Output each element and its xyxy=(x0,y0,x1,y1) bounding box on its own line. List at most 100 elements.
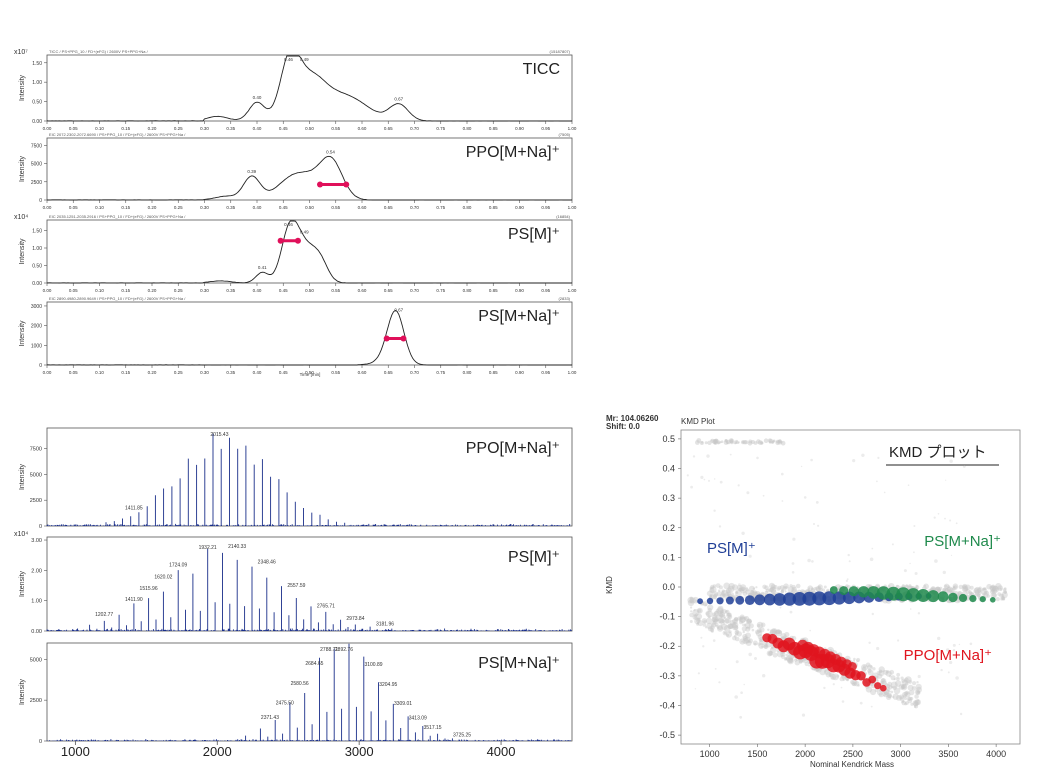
background-point xyxy=(846,578,849,580)
background-point xyxy=(997,585,1003,591)
background-point xyxy=(936,652,940,655)
background-point xyxy=(887,585,891,588)
background-point xyxy=(983,587,987,591)
background-point xyxy=(934,587,938,591)
background-point xyxy=(716,607,724,614)
background-point xyxy=(723,616,727,620)
background-point xyxy=(876,671,881,675)
background-point xyxy=(706,454,710,458)
spectrum-peak-label: 2788.71 xyxy=(320,647,338,653)
chromatogram-x-tick-label: 0.10 xyxy=(95,126,104,131)
background-point xyxy=(989,585,994,591)
background-point xyxy=(810,588,816,593)
background-point xyxy=(734,636,740,642)
background-point xyxy=(957,591,962,595)
background-point xyxy=(830,674,837,680)
spectrum-panel-0: PPO[M+Na]⁺ Intensity 0 2500 5000 7500 1411.85 2… xyxy=(19,427,573,530)
background-point xyxy=(952,643,956,647)
chromatogram-x-tick-label: 0.80 xyxy=(463,205,472,210)
background-point xyxy=(1003,590,1007,594)
background-point xyxy=(952,583,959,589)
chromatogram-y-label: Intensity xyxy=(19,155,26,182)
background-point xyxy=(765,588,770,593)
fwhm-marker-start xyxy=(317,181,323,188)
background-point xyxy=(880,681,884,685)
background-point xyxy=(882,694,885,697)
kmd-x-axis-label: Nominal Kendrick Mass xyxy=(810,760,894,769)
background-point xyxy=(908,696,913,701)
background-point xyxy=(707,604,714,611)
background-point xyxy=(779,585,785,591)
background-point xyxy=(958,643,961,646)
background-point xyxy=(902,686,905,689)
background-point xyxy=(763,644,768,649)
background-point xyxy=(913,705,917,708)
background-point xyxy=(937,588,941,592)
background-point xyxy=(904,702,908,706)
chromatogram-scale: x10⁷ xyxy=(14,49,28,56)
background-point xyxy=(775,629,781,634)
background-point xyxy=(694,688,697,690)
background-point xyxy=(886,687,891,691)
background-point xyxy=(861,664,868,671)
background-point xyxy=(901,684,906,689)
background-point xyxy=(719,611,725,618)
background-point xyxy=(897,639,900,642)
background-point xyxy=(719,613,724,618)
background-point xyxy=(707,626,714,632)
background-point xyxy=(767,628,770,631)
chromatogram-x-tick-label: 0.00 xyxy=(43,126,52,131)
background-point xyxy=(947,671,950,674)
background-point xyxy=(901,700,904,704)
kmd-y-tick-label: 0.3 xyxy=(662,493,675,503)
background-point xyxy=(861,667,867,673)
background-point xyxy=(831,676,834,680)
spectrum-peak-label: 2475.50 xyxy=(276,700,294,706)
chromatogram-trace xyxy=(46,220,572,284)
background-point xyxy=(780,440,786,446)
chromatogram-x-tick-label: 0.80 xyxy=(463,126,472,131)
background-point xyxy=(913,525,916,527)
background-point xyxy=(739,614,745,620)
background-point xyxy=(904,697,908,700)
spectrum-peak-label: 3517.15 xyxy=(424,725,442,731)
background-point xyxy=(846,678,849,682)
background-point xyxy=(713,439,719,445)
chromatogram-x-tick-label: 0.95 xyxy=(541,288,550,293)
background-point xyxy=(1001,596,1006,601)
kmd-y-tick-label: -0.3 xyxy=(659,671,675,681)
spectrum-peak-label: 3100.89 xyxy=(364,662,382,668)
chromatogram-x-tick-label: 0.00 xyxy=(43,370,52,375)
background-point xyxy=(977,596,981,599)
chromatogram-x-axis-label: Time [min] xyxy=(300,372,321,377)
background-point xyxy=(713,593,718,597)
background-point xyxy=(817,524,820,527)
background-point xyxy=(874,688,878,693)
background-point xyxy=(727,612,732,617)
background-point xyxy=(949,660,953,665)
background-point xyxy=(751,590,755,594)
background-point xyxy=(744,440,749,445)
spectrum-peaks xyxy=(46,548,572,631)
background-point xyxy=(775,629,783,637)
background-point xyxy=(878,666,885,673)
background-point xyxy=(799,659,803,664)
background-point xyxy=(775,440,780,446)
background-point xyxy=(717,617,724,624)
chromatogram-x-tick-label: 0.25 xyxy=(174,288,183,293)
background-point xyxy=(902,685,905,688)
background-point xyxy=(791,586,797,593)
background-point xyxy=(902,691,908,698)
chromatogram-x-tick-label: 0.40 xyxy=(253,205,262,210)
chromatogram-x-tick-label: 0.45 xyxy=(279,370,288,375)
chromatogram-x-tick-label: 0.95 xyxy=(541,126,550,131)
kmd-legend-title: KMD プロット xyxy=(889,444,987,461)
kmd-point xyxy=(744,595,755,605)
background-point xyxy=(692,609,700,616)
background-point xyxy=(731,584,739,591)
chromatogram-x-tick-label: 0.00 xyxy=(43,205,52,210)
kmd-point xyxy=(880,684,887,692)
background-point xyxy=(949,459,953,463)
background-point xyxy=(717,624,723,631)
background-point xyxy=(877,673,883,679)
